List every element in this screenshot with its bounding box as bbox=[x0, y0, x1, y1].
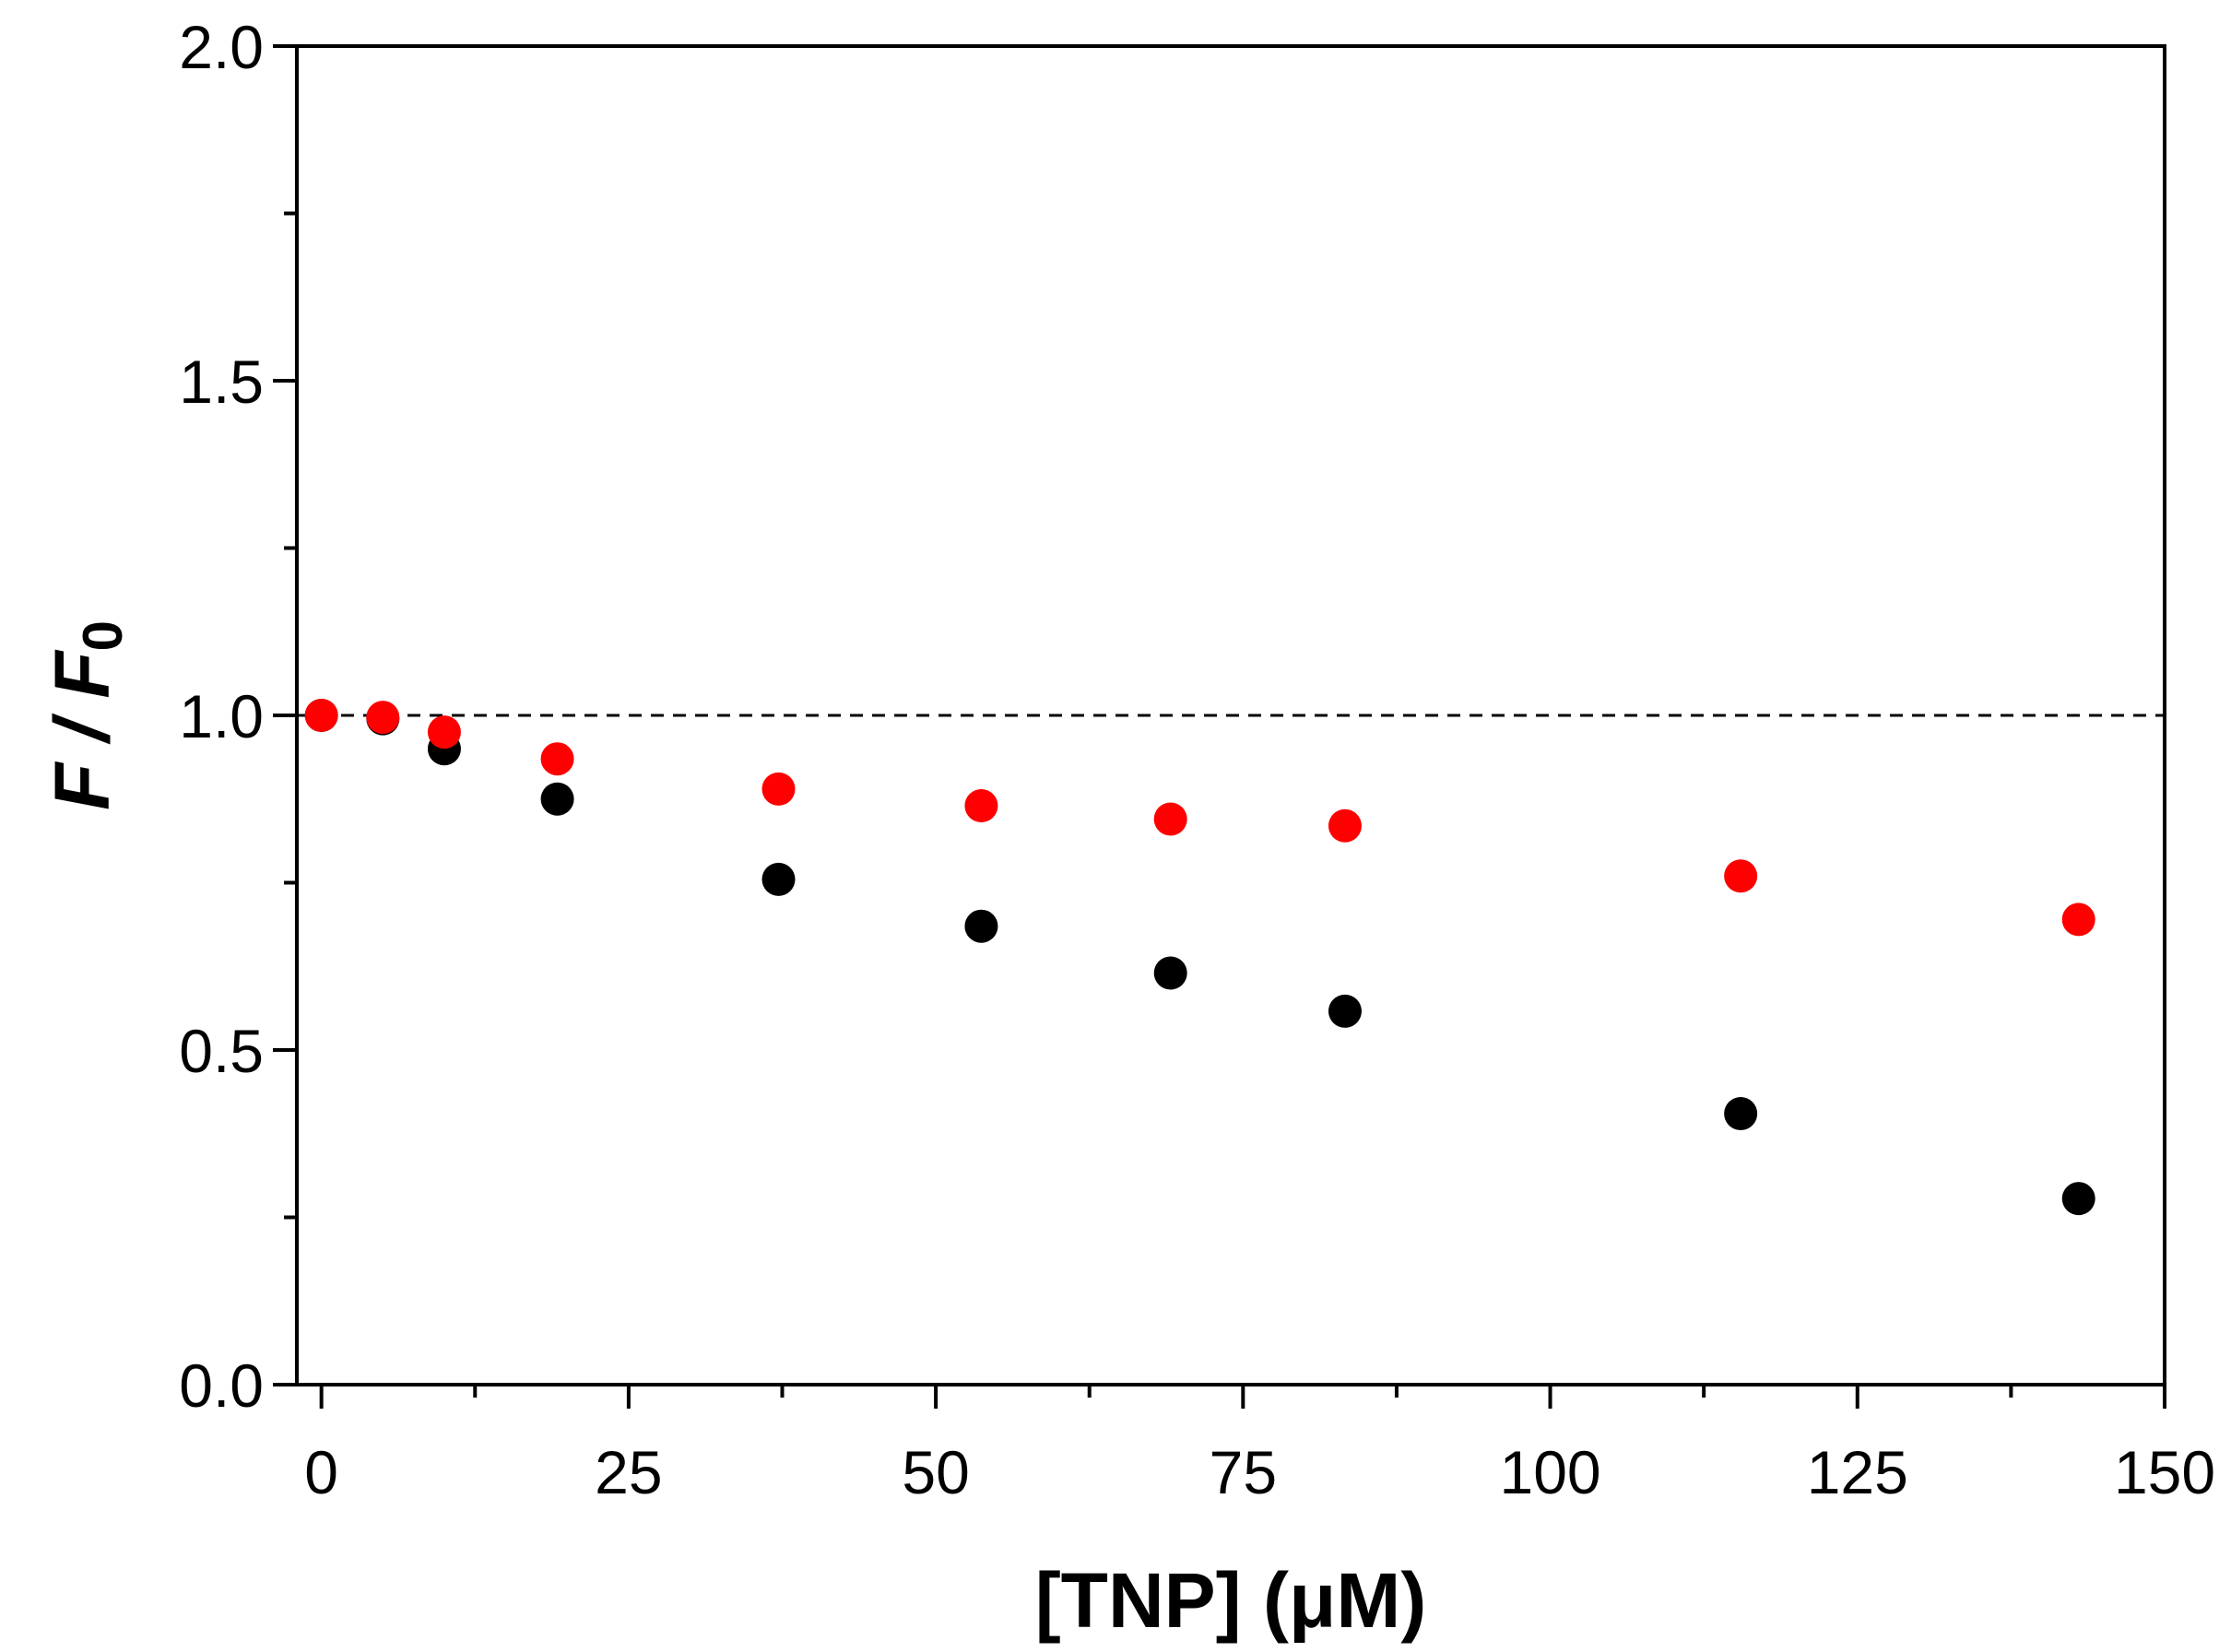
data-point bbox=[1153, 802, 1187, 836]
data-point bbox=[1724, 1096, 1758, 1130]
plot-frame bbox=[295, 44, 2166, 1386]
x-tick-label: 125 bbox=[1807, 1438, 1908, 1506]
x-tick-label: 150 bbox=[2114, 1438, 2215, 1506]
data-point bbox=[427, 715, 461, 749]
data-point bbox=[964, 909, 998, 943]
tick-labels: 0 25 50 75 100 125 150 0.0 0.5 1.0 1.5 2.0 bbox=[179, 13, 2215, 1506]
data-point bbox=[1328, 808, 1362, 843]
x-tick-label: 100 bbox=[1499, 1438, 1600, 1506]
y-axis-title-subscript: 0 bbox=[72, 620, 134, 651]
data-points bbox=[304, 699, 2095, 1216]
data-point bbox=[2061, 903, 2095, 937]
data-point bbox=[304, 699, 338, 732]
x-tick-label: 50 bbox=[902, 1438, 969, 1506]
x-tick-label: 0 bbox=[304, 1438, 338, 1506]
y-axis-title-var: F bbox=[39, 761, 125, 810]
data-point bbox=[1724, 859, 1758, 893]
series-2 bbox=[304, 699, 2095, 937]
data-point bbox=[1328, 994, 1362, 1028]
data-point bbox=[540, 782, 574, 816]
y-tick-label: 0.0 bbox=[179, 1351, 264, 1420]
data-point bbox=[761, 772, 796, 806]
series-1 bbox=[304, 699, 2095, 1216]
y-tick-label: 1.5 bbox=[179, 348, 264, 416]
data-point bbox=[964, 789, 998, 823]
y-tick-label: 0.5 bbox=[179, 1017, 264, 1085]
data-point bbox=[761, 862, 796, 896]
data-point bbox=[366, 701, 400, 735]
data-point bbox=[540, 742, 574, 776]
data-point bbox=[1153, 956, 1187, 990]
y-tick-label: 2.0 bbox=[179, 13, 264, 81]
y-tick-label: 1.0 bbox=[179, 682, 264, 750]
data-point bbox=[2061, 1182, 2095, 1216]
x-tick-label: 75 bbox=[1210, 1438, 1277, 1506]
axis-ticks bbox=[273, 44, 2166, 1409]
x-axis-title: [TNP] (μM) bbox=[1035, 1557, 1427, 1644]
y-axis-title-slash: / bbox=[39, 699, 125, 763]
y-axis-title-var-2: F bbox=[39, 649, 125, 699]
y-axis-title: F / F0 bbox=[39, 620, 134, 810]
x-tick-label: 25 bbox=[595, 1438, 662, 1506]
